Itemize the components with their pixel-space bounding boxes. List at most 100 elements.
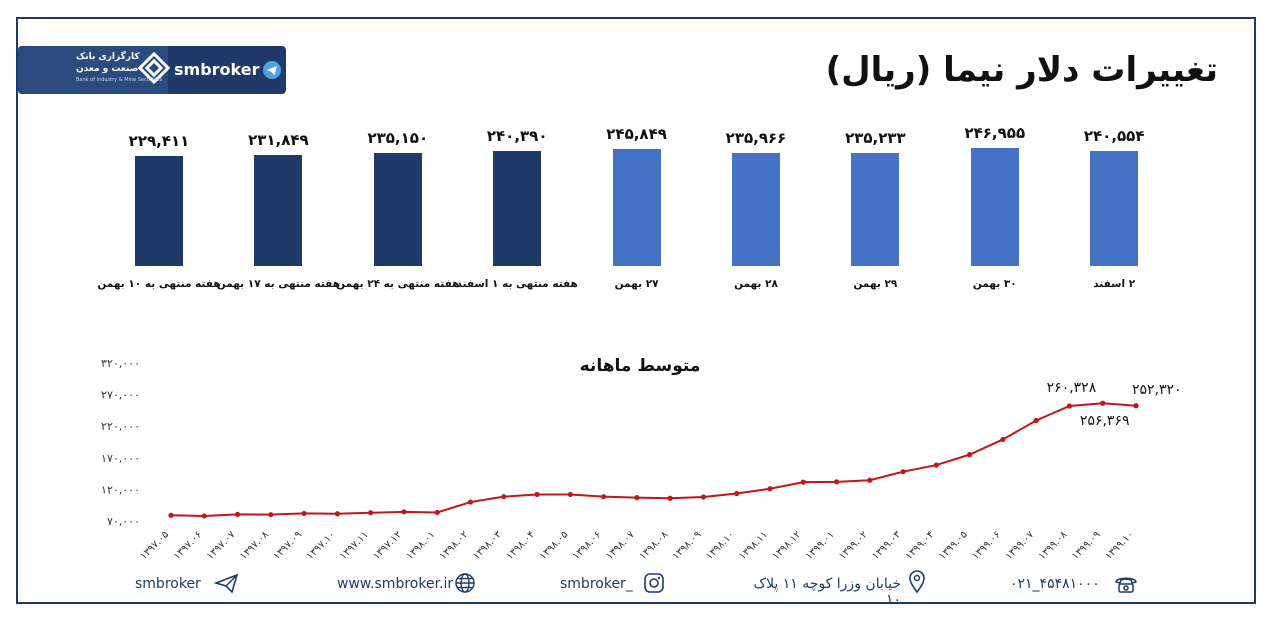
- x-tick-label: ۱۳۹۷.۱۰: [305, 529, 338, 562]
- bar-category-label: ۲ اسفند: [1093, 278, 1136, 290]
- globe-icon[interactable]: [454, 572, 476, 594]
- x-tick-label: ۱۳۹۹.۱۰: [1103, 529, 1136, 562]
- data-point: [234, 511, 241, 517]
- phone-icon[interactable]: [1114, 574, 1138, 594]
- bar-value-label: ۲۴۶,۹۵۵: [964, 124, 1026, 142]
- x-tick-label: ۱۳۹۹.۰۵: [937, 529, 970, 562]
- footer-address: خیابان وزرا کوچه ۱۱ پلاک ۱۰: [753, 576, 901, 608]
- data-point: [534, 491, 540, 498]
- data-point: [1000, 436, 1006, 443]
- x-tick-label: ۱۳۹۹.۰۸: [1037, 529, 1070, 562]
- data-point: [800, 479, 806, 485]
- footer-instagram[interactable]: smbroker_: [560, 576, 633, 592]
- bar: [612, 148, 661, 266]
- data-point: [734, 490, 740, 497]
- y-tick-label: ۲۲۰,۰۰۰: [101, 420, 140, 433]
- data-point: [1033, 417, 1039, 424]
- x-tick-label: ۱۳۹۸.۰۷: [604, 529, 637, 562]
- x-tick-label: ۱۳۹۷.۰۸: [238, 529, 271, 562]
- x-tick-label: ۱۳۹۷.۱۲: [371, 529, 404, 562]
- bar: [373, 153, 422, 266]
- x-tick-label: ۱۳۹۹.۰۴: [904, 529, 937, 562]
- series-line: [170, 402, 1137, 517]
- x-tick-label: ۱۳۹۹.۰۳: [870, 529, 903, 562]
- instagram-icon[interactable]: [643, 572, 665, 594]
- outer-frame: [16, 17, 1256, 604]
- bar-value-label: ۲۳۵,۹۶۶: [725, 129, 787, 147]
- x-tick-label: ۱۳۹۷.۰۵: [138, 529, 171, 562]
- bar-category-label: ۲۸ بهمن: [734, 278, 778, 290]
- bar-value-label: ۲۳۵,۲۳۳: [845, 129, 906, 148]
- y-tick-label: ۳۲۰,۰۰۰: [101, 357, 140, 370]
- telegram-outline-icon[interactable]: [214, 572, 240, 594]
- bar-value-label: ۲۳۱,۸۴۹: [248, 130, 309, 149]
- bar-category-label: هفته منتهی به ۲۴ بهمن: [336, 278, 460, 290]
- footer-website[interactable]: www.smbroker.ir: [337, 576, 454, 592]
- data-point: [867, 477, 873, 483]
- data-point: [600, 494, 607, 500]
- data-point: [900, 469, 906, 475]
- data-point: [767, 486, 773, 492]
- data-point: [268, 512, 274, 518]
- x-tick-label: ۱۳۹۸.۱۲: [771, 529, 804, 562]
- data-point: [434, 509, 440, 516]
- x-tick-label: ۱۳۹۸.۰۶: [571, 529, 604, 562]
- data-point: [967, 452, 973, 458]
- bar: [732, 153, 780, 266]
- footer-phone[interactable]: ۰۲۱_۴۵۴۸۱۰۰۰: [1010, 576, 1100, 592]
- data-point: [401, 509, 407, 515]
- x-tick-label: ۱۳۹۷.۰۷: [205, 529, 238, 562]
- annotation-label: ۲۶۰,۳۲۸: [1047, 380, 1097, 396]
- x-tick-label: ۱۳۹۸.۰۵: [538, 529, 571, 562]
- footer-telegram[interactable]: smbroker: [135, 576, 201, 592]
- logo-banner: کارگزاری بانک صنعت و معدن Bank of Indust…: [18, 46, 286, 94]
- bar-category-label: هفته منتهی به ۱ اسفند: [456, 278, 578, 290]
- telegram-icon[interactable]: [262, 60, 282, 80]
- bar: [970, 148, 1019, 266]
- data-point: [1100, 400, 1106, 406]
- data-point: [201, 513, 207, 519]
- bar-category-label: هفته منتهی به ۱۰ بهمن: [97, 278, 221, 290]
- bank-logo: کارگزاری بانک صنعت و معدن Bank of Indust…: [18, 46, 171, 94]
- x-tick-label: ۱۳۹۸.۰۱: [405, 529, 438, 562]
- bar: [254, 154, 303, 266]
- data-point: [368, 510, 374, 516]
- annotation-label: ۲۵۶,۳۶۹: [1080, 413, 1130, 429]
- x-tick-label: ۱۳۹۸.۰۲: [438, 529, 471, 562]
- bar: [1090, 150, 1139, 266]
- brand-name: smbroker: [174, 60, 260, 79]
- bar-value-label: ۲۲۹,۴۱۱: [128, 132, 190, 150]
- data-point: [634, 495, 640, 501]
- x-tick-label: ۱۳۹۷.۰۶: [172, 529, 205, 562]
- bar: [493, 150, 542, 266]
- bar-category-label: ۳۰ بهمن: [972, 278, 1017, 290]
- location-pin-icon: [909, 570, 925, 594]
- data-point: [833, 479, 840, 485]
- x-tick-label: ۱۳۹۸.۰۴: [504, 529, 537, 562]
- x-tick-label: ۱۳۹۹.۰۹: [1070, 529, 1103, 562]
- bar-value-label: ۲۳۵,۱۵۰: [367, 129, 429, 148]
- bar-category-label: ۲۷ بهمن: [614, 278, 659, 290]
- line-chart-title: متوسط ماهانه: [579, 356, 701, 376]
- logo-subtitle: Bank of Industry & Mine Securities: [76, 77, 163, 83]
- bar-category-label: ۲۹ بهمن: [853, 278, 898, 290]
- x-tick-label: ۱۳۹۹.۰۱: [804, 529, 837, 562]
- x-tick-label: ۱۳۹۸.۱۰: [704, 529, 737, 562]
- y-tick-label: ۷۰,۰۰۰: [107, 515, 140, 528]
- bar-value-label: ۲۴۵,۸۴۹: [606, 124, 667, 143]
- data-point: [700, 494, 707, 500]
- y-tick-label: ۱۷۰,۰۰۰: [101, 452, 140, 465]
- data-point: [501, 494, 507, 500]
- x-tick-label: ۱۳۹۹.۰۲: [837, 529, 870, 562]
- x-tick-label: ۱۳۹۷.۰۹: [271, 529, 304, 562]
- bar-value-label: ۲۴۰,۵۵۴: [1083, 126, 1145, 145]
- data-point: [1066, 403, 1073, 409]
- x-tick-label: ۱۳۹۸.۰۳: [471, 529, 504, 562]
- bar: [135, 156, 183, 266]
- data-point: [467, 499, 474, 505]
- data-point: [168, 512, 174, 518]
- y-tick-label: ۲۷۰,۰۰۰: [101, 389, 140, 402]
- data-point: [567, 491, 573, 498]
- data-point: [301, 510, 307, 517]
